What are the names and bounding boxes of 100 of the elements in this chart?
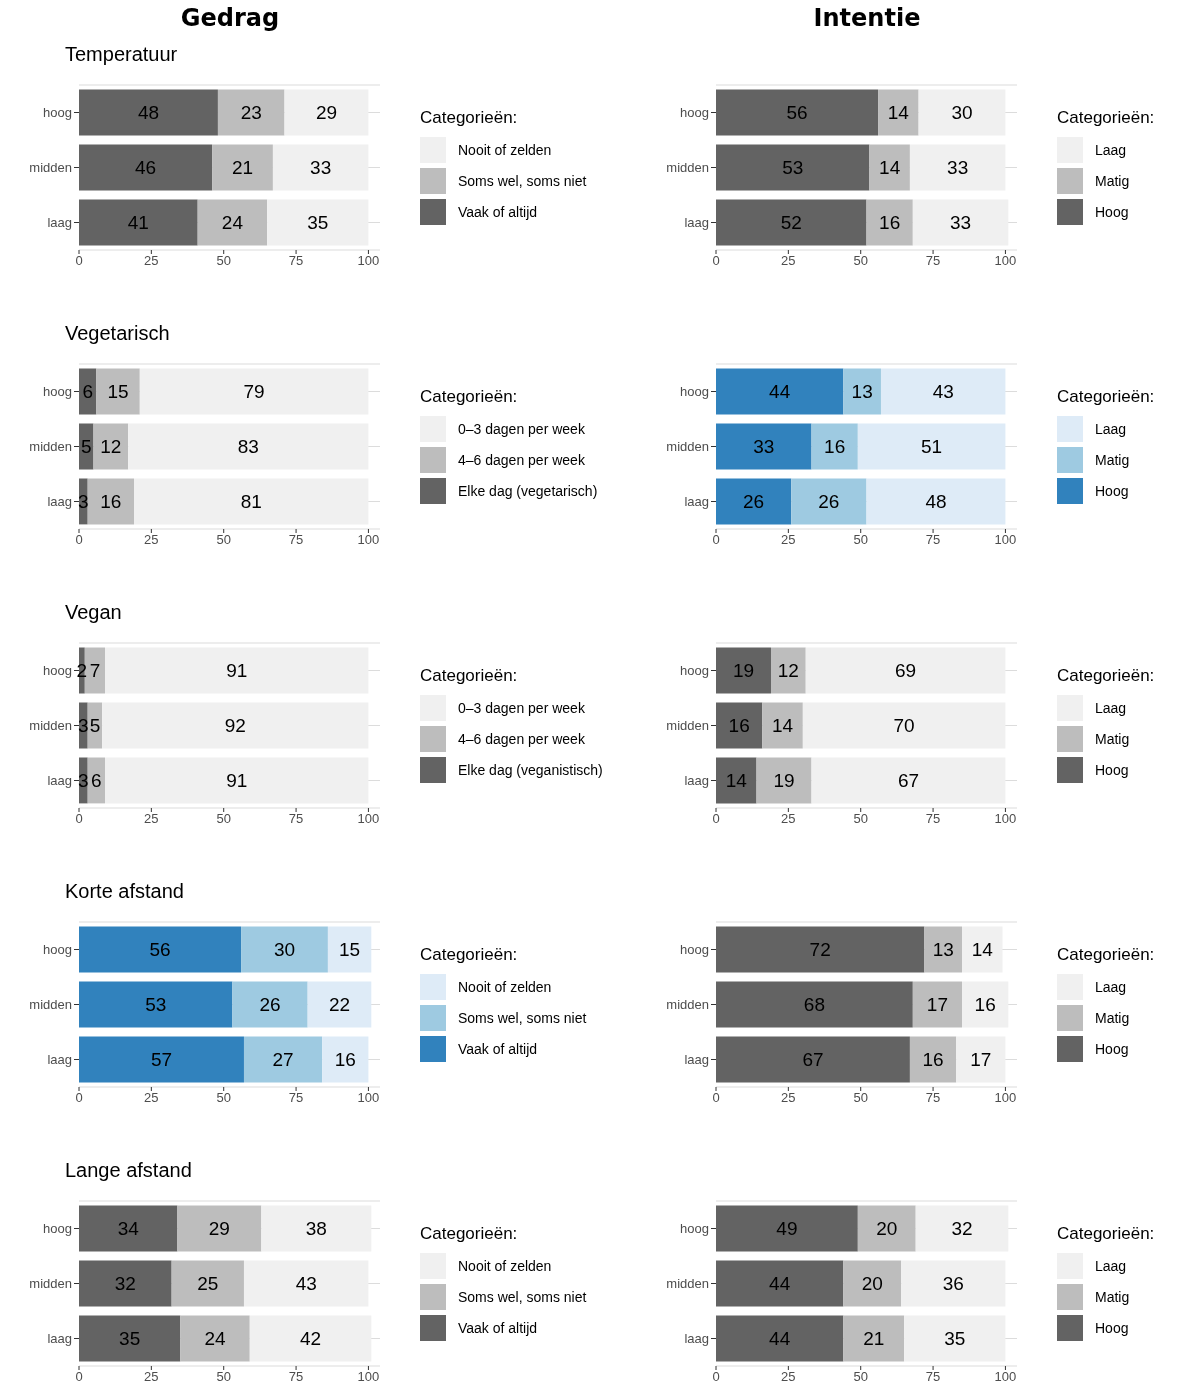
bar: [197, 199, 268, 246]
legend-label: Vaak of altijd: [458, 203, 538, 220]
data-label: 72: [809, 939, 831, 961]
legend-label: Vaak of altijd: [458, 1040, 538, 1057]
x-tick-label: 25: [781, 253, 796, 269]
legend-label: 4–6 dagen per week: [458, 730, 585, 747]
bar: [79, 1036, 244, 1083]
bar: [770, 647, 806, 694]
x-tick-label: 50: [216, 532, 231, 548]
y-tick-label: hoog: [680, 663, 709, 679]
legend-title: Categorieën:: [1057, 1224, 1155, 1244]
y-tick-label: laag: [47, 1052, 72, 1068]
bar: [843, 1260, 902, 1307]
bar: [84, 647, 106, 694]
chart-subtitle: Lange afstand: [65, 1159, 192, 1182]
bar: [962, 981, 1009, 1028]
bar: [762, 702, 803, 749]
data-label: 30: [273, 939, 296, 961]
bar: [878, 89, 919, 136]
data-label: 24: [204, 1328, 227, 1350]
data-label: 16: [100, 491, 122, 513]
data-label: 13: [851, 381, 873, 403]
x-tick-label: 25: [144, 532, 159, 548]
x-tick-label: 25: [781, 1090, 796, 1106]
chart-title: Gedrag: [179, 4, 281, 32]
bar: [133, 478, 369, 525]
bar: [791, 478, 867, 525]
data-label: 6: [91, 770, 102, 792]
bar: [79, 144, 213, 191]
x-tick-label: 100: [994, 1090, 1017, 1106]
x-tick-label: 0: [75, 253, 83, 269]
legend-label: Laag: [1095, 141, 1127, 158]
bar: [249, 1315, 372, 1362]
x-tick-label: 100: [357, 253, 380, 269]
bar: [171, 1260, 244, 1307]
legend-label: 4–6 dagen per week: [458, 451, 585, 468]
legend-title: Categorieën:: [1057, 387, 1155, 407]
bar: [716, 423, 812, 470]
legend-title: Categorieën:: [420, 1224, 519, 1244]
bar: [243, 1036, 323, 1083]
data-label: 21: [231, 157, 254, 179]
legend-title: Categorieën:: [1057, 666, 1155, 686]
bar: [901, 1260, 1006, 1307]
bar: [716, 89, 879, 136]
y-tick-label: hoog: [680, 942, 709, 958]
data-label: 44: [769, 1328, 791, 1350]
x-tick-label: 25: [781, 1369, 796, 1385]
bar: [93, 423, 129, 470]
data-label: 79: [243, 381, 265, 403]
data-label: 42: [299, 1328, 322, 1350]
bar: [756, 757, 812, 804]
legend-label: Nooit of zelden: [458, 1257, 552, 1274]
bar: [272, 144, 369, 191]
y-tick-label: laag: [684, 1052, 709, 1068]
data-label: 33: [947, 157, 969, 179]
bar: [811, 423, 858, 470]
legend-title: Categorieën:: [420, 666, 519, 686]
x-tick-label: 100: [357, 811, 380, 827]
y-tick-label: hoog: [680, 1221, 709, 1237]
x-tick-label: 75: [925, 532, 941, 548]
legend-title: Categorieën:: [1057, 108, 1155, 128]
bar: [811, 757, 1006, 804]
bar: [96, 368, 140, 415]
legend-label: Hoog: [1095, 482, 1129, 499]
bar: [79, 1315, 181, 1362]
data-label: 81: [240, 491, 262, 513]
data-label: 26: [743, 491, 765, 513]
bar: [869, 144, 910, 191]
bar: [79, 981, 233, 1028]
legend-title: Categorieën:: [420, 387, 519, 407]
x-tick-label: 0: [712, 253, 720, 269]
data-label: 14: [879, 157, 901, 179]
x-tick-label: 75: [925, 1369, 941, 1385]
y-tick-label: midden: [666, 1276, 709, 1292]
x-tick-label: 0: [75, 811, 83, 827]
legend-label: Hoog: [1095, 1319, 1129, 1336]
y-tick-label: midden: [29, 718, 72, 734]
data-label: 34: [117, 1218, 140, 1240]
x-tick-label: 0: [712, 532, 720, 548]
data-label: 14: [971, 939, 994, 961]
data-label: 36: [942, 1273, 964, 1295]
bar: [924, 926, 963, 973]
data-label: 68: [803, 994, 825, 1016]
data-label: 17: [970, 1049, 992, 1071]
y-tick-label: laag: [684, 1331, 709, 1347]
data-label: 83: [237, 436, 259, 458]
data-label: 23: [240, 102, 262, 124]
data-label: 92: [224, 715, 246, 737]
legend-title: Categorieën:: [420, 945, 519, 965]
bar: [716, 1036, 910, 1083]
bar: [267, 199, 369, 246]
bar: [217, 89, 285, 136]
data-label: 16: [334, 1049, 356, 1071]
data-label: 15: [339, 939, 361, 961]
y-tick-label: laag: [47, 215, 72, 231]
data-label: 41: [127, 212, 149, 234]
legend-label: Soms wel, soms niet: [458, 1009, 587, 1026]
bar: [857, 423, 1006, 470]
data-label: 26: [259, 994, 281, 1016]
data-label: 91: [226, 770, 248, 792]
